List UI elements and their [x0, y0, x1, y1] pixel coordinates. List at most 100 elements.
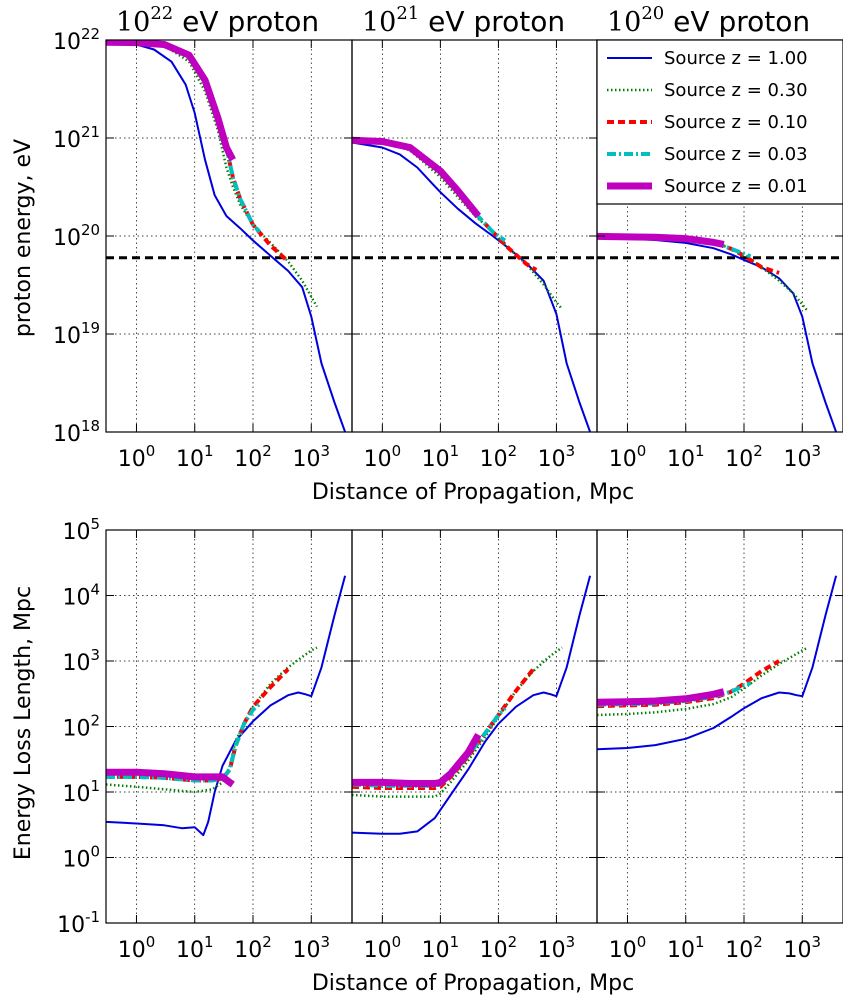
bottom-panel-2: 100 101 102 103 [351, 529, 598, 963]
bottom-panel-2-x-tick-label-base: 10 [538, 938, 566, 963]
top-y-axis-label: proton energy, eV [11, 139, 36, 337]
top-panel-1-x-tick-label-exponent: 1 [204, 442, 214, 460]
bottom-x-axis-label: Distance of Propagation, Mpc [312, 971, 634, 996]
bottom-panel-1-x-tick-label-exponent: 3 [321, 933, 331, 951]
top-panel-1-x-tick-label: 103 [293, 442, 331, 472]
bottom-panel-2-x-tick-label-base: 10 [364, 938, 392, 963]
bottom-panel-1-y-tick-label-exponent: -1 [85, 908, 100, 926]
legend-box [596, 39, 843, 205]
top-panel-2-x-tick-label: 103 [538, 442, 576, 472]
top-panel-3-x-tick-label-exponent: 2 [753, 442, 763, 460]
bottom-panel-2-x-tick-label: 100 [364, 933, 402, 963]
top-panel-1-y-tick-label: 1022 [53, 25, 100, 55]
bottom-panel-1-y-tick-label-base: 10 [62, 848, 90, 873]
top-panel-1-y-tick-label-base: 10 [53, 30, 81, 55]
top-panel-3-x-tick-label: 100 [609, 442, 647, 472]
top-panel-3-x-tick-label-base: 10 [725, 447, 753, 472]
top-panel-1-y-tick-label-exponent: 20 [81, 221, 100, 239]
bottom-panel-2-series-3 [352, 667, 535, 790]
top-panel-2-x-tick-label: 102 [480, 442, 518, 472]
bottom-panel-1-y-tick-label: 10-1 [57, 908, 100, 938]
bottom-panel-3-x-tick-label: 103 [784, 933, 822, 963]
top-panel-1-x-tick-label-exponent: 3 [321, 442, 331, 460]
panel-title-text: eV proton [419, 5, 565, 38]
top-panel-3-series-5 [597, 232, 725, 248]
top-panel-1-y-tick-label-exponent: 21 [81, 123, 100, 141]
bottom-panel-1-y-tick-label: 103 [62, 646, 100, 676]
bottom-panel-3-x-tick-label: 100 [609, 933, 647, 963]
panel-title-1: 1022 eV proton [116, 3, 319, 38]
legend-label-3: Source z = 0.10 [664, 112, 808, 133]
top-panel-1-x-tick-label-base: 10 [176, 447, 204, 472]
bottom-panel-1-y-tick-label: 100 [62, 843, 100, 873]
top-panel-1-series-4 [106, 40, 262, 234]
top-panel-2-series-5 [352, 136, 482, 219]
top-panel-1-y-tick-label-exponent: 19 [81, 319, 100, 337]
bottom-panel-1-y-tick-label-exponent: 1 [90, 777, 100, 795]
bottom-panel-3-x-tick-label-base: 10 [667, 938, 695, 963]
top-panel-2-x-tick-label-exponent: 2 [508, 442, 518, 460]
bottom-panel-3-x-tick-label-exponent: 0 [637, 933, 647, 951]
bottom-panel-2-series-5 [352, 732, 482, 787]
bottom-y-axis-label: Energy Loss Length, Mpc [11, 586, 36, 860]
bottom-panel-2-x-tick-label-exponent: 1 [450, 933, 460, 951]
bottom-panel-3-x-tick-label-base: 10 [784, 938, 812, 963]
top-panel-3-x-tick-label-exponent: 0 [637, 442, 647, 460]
bottom-panel-3-x-tick-label-exponent: 1 [695, 933, 705, 951]
bottom-panel-1-x-tick-label-base: 10 [293, 938, 321, 963]
top-panel-2-x-tick-label-base: 10 [422, 447, 450, 472]
bottom-panel-1-y-tick-label-base: 10 [62, 651, 90, 676]
top-panel-3-x-tick-label: 103 [784, 442, 822, 472]
bottom-panel-1-y-tick-label-base: 10 [62, 586, 90, 611]
top-panel-3-x-tick-label-exponent: 1 [695, 442, 705, 460]
legend: Source z = 1.00 Source z = 0.30 Source z =… [596, 39, 843, 205]
top-panel-1-x-tick-label-exponent: 0 [146, 442, 156, 460]
top-panel-1-series-2 [106, 40, 318, 308]
bottom-panel-1-y-tick-label: 101 [62, 777, 100, 807]
bottom-panel-1-y-tick-label-base: 10 [57, 913, 85, 938]
bottom-panel-1-y-tick-label-exponent: 2 [90, 712, 100, 730]
bottom-panel-1-x-tick-label-base: 10 [118, 938, 146, 963]
panel-title-2: 1021 eV proton [362, 3, 565, 38]
top-panel-1-series-5 [106, 40, 236, 162]
top-panel-3-x-tick-label-exponent: 3 [812, 442, 822, 460]
legend-label-2: Source z = 0.30 [664, 80, 808, 101]
legend-label-1: Source z = 1.00 [664, 48, 808, 69]
bottom-panel-3-x-tick-label-exponent: 2 [753, 933, 763, 951]
top-panel-3-x-tick-label: 101 [667, 442, 705, 472]
bottom-panel-2-x-tick-label: 101 [422, 933, 460, 963]
bottom-panel-2-x-tick-label: 103 [538, 933, 576, 963]
bottom-panel-3-x-tick-label-base: 10 [609, 938, 637, 963]
top-panel-2-x-tick-label: 101 [422, 442, 460, 472]
top-panel-2-x-tick-label-exponent: 0 [392, 442, 402, 460]
top-panel-3-series-1 [597, 236, 838, 432]
bottom-panel-1-y-tick-label: 104 [62, 581, 100, 611]
panel-title-text: eV proton [664, 5, 810, 38]
top-panel-2-x-tick-label-base: 10 [364, 447, 392, 472]
top-panel-2-x-tick-label-exponent: 1 [450, 442, 460, 460]
top-panel-1-x-tick-label: 100 [118, 442, 156, 472]
top-panel-2-series-4 [352, 138, 507, 243]
bottom-panel-1-x-tick-label-base: 10 [234, 938, 262, 963]
top-panel-1-x-tick-label-base: 10 [234, 447, 262, 472]
bottom-panel-1-y-tick-label-base: 10 [62, 782, 90, 807]
bottom-panel-1-y-tick-label-exponent: 4 [90, 581, 100, 599]
top-panel-3-x-tick-label-base: 10 [667, 447, 695, 472]
bottom-panel-1-y-tick-label-base: 10 [62, 520, 90, 545]
bottom-panel-1-series-3 [106, 667, 290, 783]
bottom-panel-2-series-1 [352, 575, 592, 835]
top-panel-1-x-tick-label: 101 [176, 442, 214, 472]
bottom-panel-1-series-2 [106, 646, 318, 794]
panel-title-base: 10 [362, 7, 396, 38]
top-panel-1-y-tick-label-exponent: 18 [81, 417, 100, 435]
bottom-panel-1-y-tick-label-base: 10 [62, 717, 90, 742]
top-panel-1-y-tick-label-base: 10 [53, 422, 81, 447]
bottom-panel-1-y-tick-label-exponent: 0 [90, 843, 100, 861]
bottom-panel-2-x-tick-label-base: 10 [422, 938, 450, 963]
bottom-panel-3-x-tick-label: 102 [725, 933, 763, 963]
bottom-panel-2-x-tick-label-exponent: 3 [566, 933, 576, 951]
